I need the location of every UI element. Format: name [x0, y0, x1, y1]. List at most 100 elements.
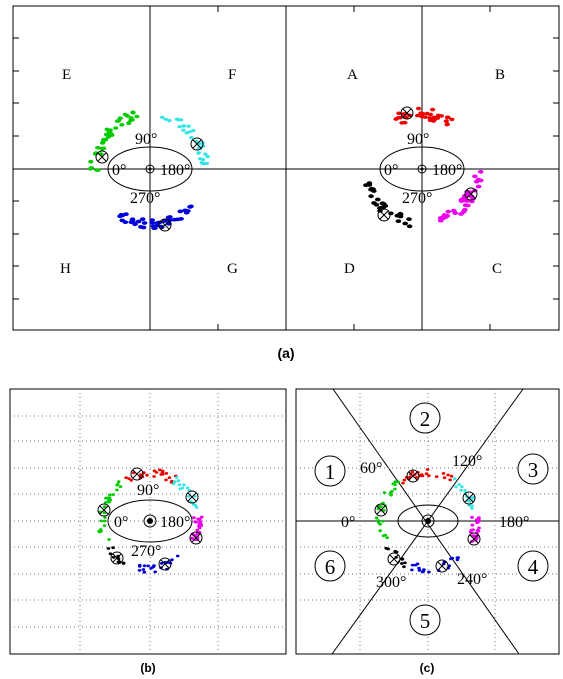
sector-2-label: 2: [420, 407, 431, 431]
scatter-point: [452, 211, 459, 216]
scatter-point: [425, 468, 430, 471]
scatter-point: [95, 145, 101, 150]
scatter-point: [142, 570, 147, 574]
scatter-point: [174, 117, 180, 121]
angle-180-label: 180°: [160, 162, 190, 179]
scatter-point: [382, 508, 386, 512]
scatter-point: [471, 534, 476, 538]
scatter-point: [376, 519, 381, 522]
scatter-point: [146, 564, 150, 568]
panel-a-right-ellipse: [379, 146, 465, 192]
quadrant-label-g: G: [227, 261, 238, 277]
scatter-point: [191, 503, 196, 506]
scatter-point: [185, 486, 190, 490]
scatter-point: [415, 562, 420, 566]
scatter-point: [174, 217, 181, 222]
cluster-center-marker: [185, 490, 199, 504]
scatter-point: [108, 552, 113, 556]
scatter-point: [124, 114, 130, 118]
scatter-point: [183, 210, 190, 215]
scatter-point: [107, 538, 111, 541]
scatter-point: [191, 129, 196, 133]
quadrant-label-d: D: [344, 261, 355, 277]
sector-3: 3: [517, 453, 549, 485]
panel-b-angle-90: 90°: [137, 482, 159, 499]
scatter-point: [467, 499, 472, 503]
scatter-point: [106, 131, 112, 135]
quadrant-label-e: E: [62, 67, 71, 83]
scatter-point: [132, 222, 138, 227]
angle-180-label-c: 180°: [499, 514, 529, 531]
scatter-point: [475, 521, 479, 525]
scatter-point: [103, 137, 109, 142]
caption-b: (b): [140, 661, 155, 675]
scatter-point: [374, 516, 379, 520]
scatter-point: [400, 562, 404, 565]
scatter-point: [111, 546, 115, 550]
scatter-point: [441, 213, 448, 218]
scatter-point: [118, 485, 123, 488]
scatter-point: [160, 115, 165, 119]
sector-6: 6: [314, 550, 346, 582]
scatter-point: [449, 474, 454, 478]
scatter-point: [446, 473, 450, 477]
cluster-center-marker: [435, 559, 449, 573]
cluster-center-marker: [387, 552, 401, 566]
scatter-point: [100, 141, 106, 145]
scatter-point: [187, 205, 193, 209]
scatter-point: [463, 489, 467, 492]
panel-a-left-ellipse: [107, 146, 193, 192]
scatter-point: [449, 117, 455, 122]
scatter-point: [99, 519, 103, 523]
panel-c-ellipse: [397, 504, 459, 538]
sector-5: 5: [409, 604, 441, 636]
cluster-center-marker: [130, 467, 144, 481]
cluster-center-marker: [110, 551, 124, 565]
cluster-center-marker: [158, 557, 172, 571]
scatter-point: [189, 136, 194, 140]
scatter-point: [444, 122, 450, 126]
scatter-point: [113, 126, 119, 130]
cluster-center-marker: [467, 532, 481, 546]
scatter-point: [396, 480, 401, 484]
scatter-point: [394, 550, 399, 554]
scatter-point: [368, 194, 374, 199]
panel-c-center-dot: [425, 518, 431, 524]
scatter-point: [400, 557, 405, 561]
scatter-point: [178, 118, 184, 122]
scatter-point: [403, 561, 407, 565]
scatter-point: [379, 201, 386, 206]
scatter-point: [468, 530, 473, 534]
cluster-center-marker: [462, 491, 476, 505]
scatter-point: [477, 516, 481, 520]
angle-240-label: 240°: [457, 571, 487, 588]
angle-0-label-c: 0°: [341, 514, 355, 531]
scatter-point: [470, 504, 474, 507]
cluster-center-marker: [464, 187, 478, 201]
panel-b-angle-0: 0°: [114, 514, 128, 531]
scatter-point: [377, 206, 383, 211]
scatter-point: [127, 477, 131, 480]
scatter-point: [420, 474, 425, 478]
scatter-point: [88, 159, 94, 164]
scatter-point: [163, 117, 168, 121]
scatter-point: [88, 166, 94, 170]
sector-6-label: 6: [325, 555, 336, 579]
cluster-center-marker: [406, 469, 420, 483]
panel-a-cluster-markers: [95, 106, 478, 232]
scatter-point: [152, 475, 156, 478]
scatter-point: [205, 155, 210, 159]
angle-0-label: 0°: [384, 162, 398, 179]
scatter-point: [173, 480, 177, 484]
scatter-point: [402, 120, 408, 125]
scatter-point: [196, 151, 201, 155]
scatter-point: [445, 115, 451, 120]
scatter-point: [406, 217, 412, 222]
scatter-point: [130, 110, 136, 115]
scatter-point: [471, 528, 475, 532]
scatter-point: [442, 476, 447, 480]
scatter-point: [154, 471, 159, 474]
scatter-point: [475, 177, 482, 182]
cluster-center-marker: [95, 150, 109, 164]
scatter-point: [103, 501, 108, 504]
